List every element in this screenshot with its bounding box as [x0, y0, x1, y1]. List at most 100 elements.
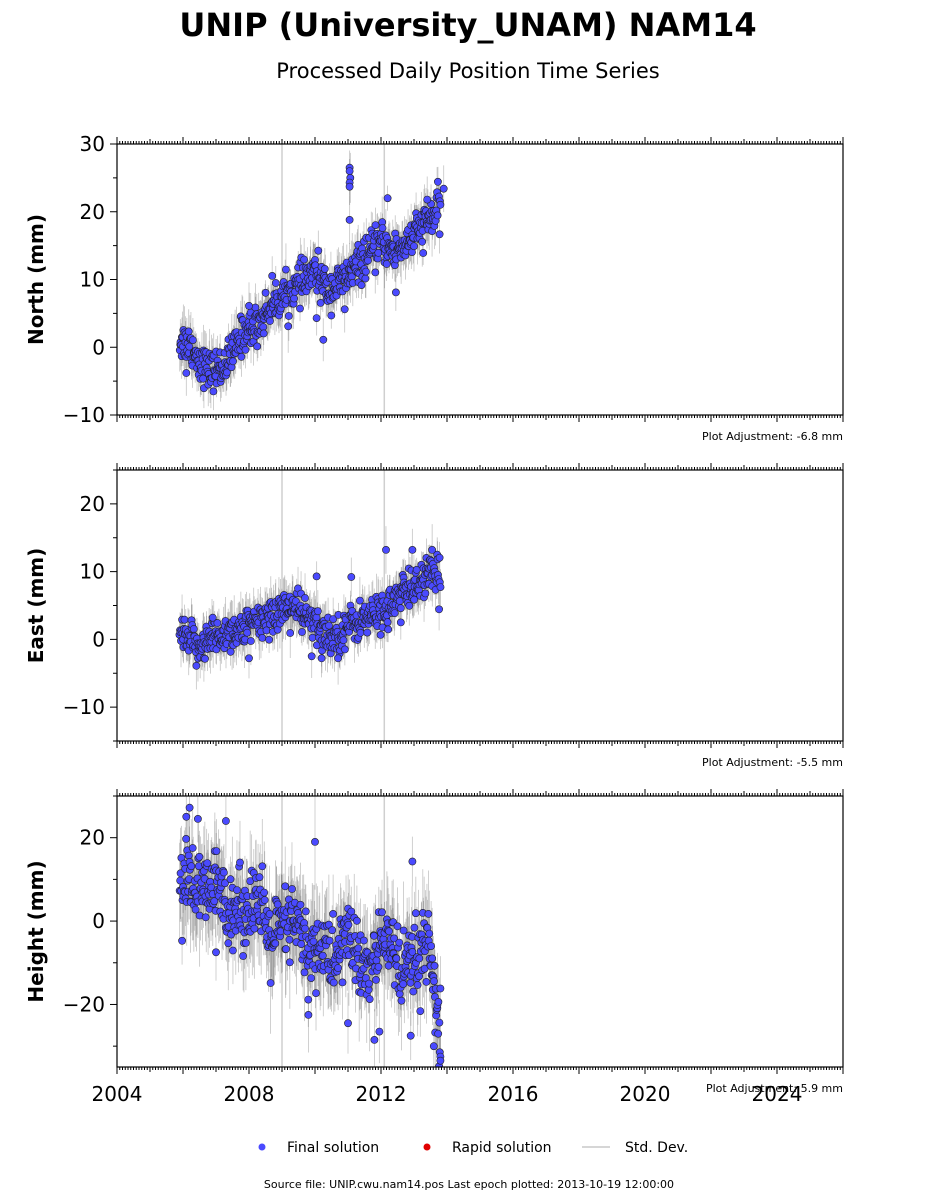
data-point	[312, 572, 321, 581]
data-point	[296, 304, 304, 313]
data-point	[271, 279, 280, 287]
data-point	[390, 934, 398, 943]
data-point	[191, 905, 200, 914]
data-point	[271, 939, 280, 948]
data-point	[201, 913, 210, 922]
data-point	[372, 956, 381, 965]
data-point	[325, 621, 333, 630]
data-point	[285, 958, 294, 967]
y-axis-label: North (mm)	[24, 214, 48, 345]
data-point	[340, 305, 349, 314]
data-point	[399, 980, 408, 988]
data-point	[209, 387, 218, 396]
data-point	[226, 875, 235, 884]
data-point	[304, 1011, 313, 1019]
data-point	[415, 954, 424, 963]
data-point	[392, 954, 401, 963]
data-point	[372, 976, 380, 984]
final-solution-points	[175, 546, 445, 670]
data-point	[284, 312, 293, 320]
data-point	[345, 167, 354, 175]
data-point	[427, 942, 435, 950]
data-point	[329, 978, 338, 987]
data-point	[312, 314, 321, 322]
data-point	[193, 815, 202, 823]
data-point	[375, 1027, 384, 1036]
data-point	[281, 882, 290, 891]
data-point	[347, 573, 356, 581]
data-point	[241, 939, 250, 947]
data-point	[406, 978, 415, 987]
y-tick-label: 20	[80, 200, 105, 224]
data-point	[354, 944, 363, 953]
data-point	[422, 978, 431, 986]
data-point	[188, 336, 197, 344]
data-point	[385, 927, 393, 936]
data-point	[434, 1029, 443, 1038]
data-point	[182, 835, 190, 843]
data-point	[180, 615, 189, 624]
data-point	[382, 260, 391, 268]
data-point	[265, 910, 274, 918]
data-point	[314, 246, 323, 255]
data-point	[383, 194, 392, 203]
data-points	[175, 150, 448, 411]
data-point	[347, 907, 356, 916]
data-point	[301, 924, 309, 933]
data-point	[312, 613, 321, 622]
data-point	[182, 812, 191, 821]
data-point	[313, 607, 322, 616]
data-point	[340, 645, 349, 654]
data-point	[359, 936, 368, 945]
data-point	[311, 838, 319, 846]
data-point	[371, 221, 380, 229]
data-point	[307, 974, 316, 982]
data-point	[423, 195, 432, 204]
data-point	[265, 635, 273, 644]
data-point	[187, 862, 196, 871]
data-point	[435, 1018, 444, 1027]
data-point	[327, 311, 336, 320]
data-point	[297, 940, 306, 948]
data-point	[396, 604, 405, 613]
data-point	[304, 995, 313, 1004]
data-point	[284, 322, 293, 331]
data-point	[203, 859, 212, 867]
data-point	[395, 938, 404, 947]
data-point	[253, 342, 262, 351]
data-point	[399, 926, 408, 935]
data-point	[424, 910, 433, 918]
y-tick-label: 30	[80, 132, 105, 156]
data-point	[268, 271, 277, 280]
y-tick-label: 10	[80, 268, 105, 292]
data-point	[300, 968, 309, 977]
data-point	[395, 990, 404, 998]
data-point	[430, 977, 438, 986]
data-point	[239, 952, 247, 960]
data-point	[395, 597, 404, 605]
data-point	[325, 936, 334, 945]
data-point	[243, 628, 252, 637]
data-point	[241, 345, 250, 354]
data-point	[410, 242, 418, 251]
data-point	[382, 546, 390, 554]
data-point	[290, 294, 298, 303]
data-point	[245, 654, 253, 663]
data-point	[334, 964, 342, 972]
y-tick-label: 0	[92, 627, 105, 651]
data-point	[345, 182, 354, 191]
data-point	[344, 1019, 352, 1028]
data-point	[378, 908, 386, 917]
final-solution-points	[175, 803, 445, 1067]
y-tick-label: 10	[80, 560, 105, 584]
data-point	[363, 628, 372, 637]
data-point	[224, 939, 233, 948]
data-point	[258, 862, 267, 871]
data-point	[370, 1036, 379, 1044]
data-point	[406, 1031, 415, 1040]
data-point	[266, 317, 274, 325]
data-point	[334, 654, 342, 663]
y-tick-label: −10	[63, 695, 105, 719]
data-point	[374, 963, 383, 971]
y-tick-label: −10	[63, 403, 105, 427]
